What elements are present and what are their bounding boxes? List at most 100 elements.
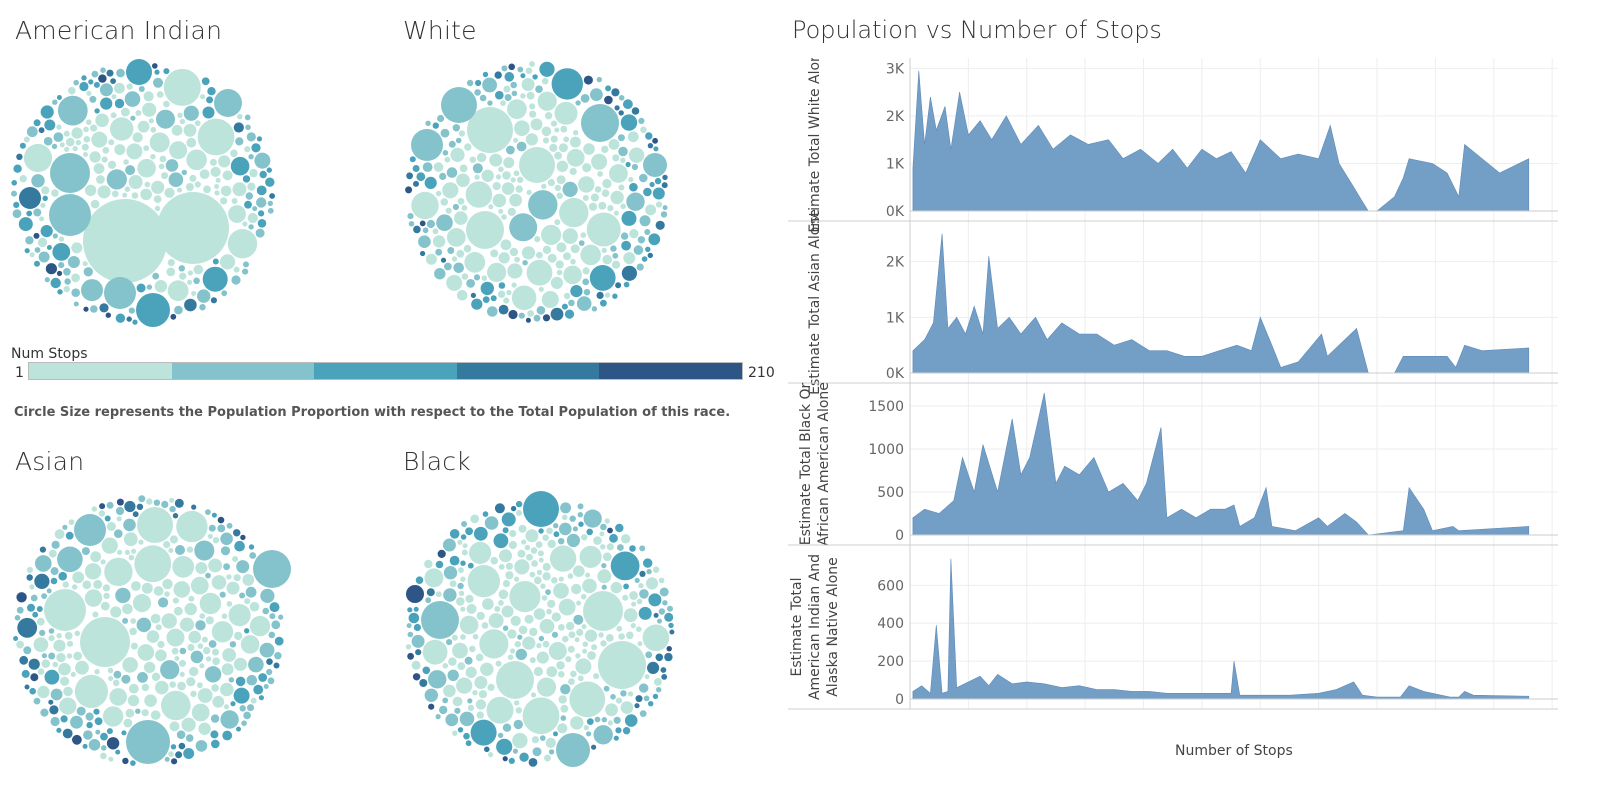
bubble[interactable]: [500, 239, 512, 251]
bubble[interactable]: [428, 670, 447, 689]
bubble[interactable]: [509, 648, 516, 654]
bubble[interactable]: [509, 581, 541, 613]
bubble[interactable]: [605, 85, 612, 92]
bubble[interactable]: [52, 99, 58, 105]
bubble[interactable]: [164, 591, 170, 597]
bubble[interactable]: [187, 279, 193, 285]
bubble[interactable]: [460, 606, 466, 612]
bubble[interactable]: [620, 203, 626, 210]
bubble[interactable]: [220, 546, 231, 556]
bubble[interactable]: [646, 568, 652, 575]
bubble[interactable]: [249, 552, 257, 559]
bubble[interactable]: [102, 706, 124, 727]
bubble[interactable]: [517, 549, 526, 558]
bubble[interactable]: [179, 659, 186, 667]
bubble[interactable]: [189, 174, 197, 182]
bubble[interactable]: [183, 748, 195, 759]
bubble[interactable]: [609, 164, 628, 183]
bubble[interactable]: [266, 658, 273, 665]
bubble[interactable]: [586, 212, 621, 247]
bubble[interactable]: [203, 646, 211, 655]
bubble[interactable]: [58, 262, 65, 269]
bubble[interactable]: [489, 153, 503, 167]
bubble[interactable]: [232, 556, 239, 562]
bubble[interactable]: [659, 587, 669, 597]
bubble[interactable]: [449, 555, 460, 566]
bubble[interactable]: [104, 515, 111, 522]
bubble[interactable]: [638, 583, 644, 589]
bubble[interactable]: [452, 696, 463, 707]
bubble[interactable]: [458, 567, 464, 574]
bubble[interactable]: [168, 751, 174, 757]
bubble[interactable]: [37, 237, 48, 248]
bubble[interactable]: [100, 601, 110, 611]
bubble[interactable]: [568, 299, 575, 307]
bubble[interactable]: [181, 169, 187, 176]
bubble[interactable]: [514, 559, 530, 575]
bubble[interactable]: [100, 559, 106, 565]
bubble[interactable]: [405, 186, 413, 194]
bubble[interactable]: [643, 558, 653, 568]
bubble[interactable]: [34, 247, 41, 253]
bubble[interactable]: [582, 195, 589, 201]
bubble[interactable]: [81, 75, 87, 81]
bubble[interactable]: [163, 68, 170, 75]
bubble[interactable]: [142, 102, 157, 117]
bubble[interactable]: [51, 143, 58, 150]
bubble[interactable]: [522, 697, 560, 735]
bubble[interactable]: [475, 79, 482, 87]
bubble[interactable]: [658, 608, 666, 615]
bubble[interactable]: [653, 612, 659, 618]
bubble[interactable]: [217, 524, 226, 533]
bubble[interactable]: [540, 735, 546, 741]
bubble[interactable]: [39, 546, 47, 553]
bubble[interactable]: [580, 94, 590, 103]
bubble[interactable]: [24, 684, 30, 690]
bubble[interactable]: [174, 305, 183, 315]
bubble[interactable]: [638, 606, 652, 620]
bubble[interactable]: [131, 548, 137, 554]
bubble[interactable]: [176, 730, 186, 739]
bubble[interactable]: [205, 656, 212, 662]
bubble[interactable]: [263, 684, 269, 689]
bubble[interactable]: [514, 256, 520, 263]
bubble[interactable]: [542, 572, 551, 581]
bubble[interactable]: [408, 612, 420, 624]
bubble[interactable]: [433, 162, 444, 172]
bubble[interactable]: [105, 312, 112, 318]
bubble[interactable]: [265, 177, 275, 187]
bubble[interactable]: [161, 690, 191, 721]
bubble[interactable]: [115, 313, 126, 323]
bubble[interactable]: [66, 653, 73, 659]
bubble[interactable]: [544, 112, 553, 120]
bubble[interactable]: [63, 268, 71, 276]
bubble[interactable]: [604, 95, 613, 105]
bubble[interactable]: [248, 154, 254, 160]
bubble[interactable]: [594, 186, 602, 193]
bubble[interactable]: [465, 666, 477, 678]
bubble[interactable]: [51, 540, 60, 549]
bubble[interactable]: [435, 714, 441, 720]
bubble[interactable]: [563, 136, 570, 143]
bubble[interactable]: [244, 114, 251, 121]
bubble[interactable]: [95, 113, 109, 128]
bubble[interactable]: [188, 630, 201, 644]
bubble[interactable]: [129, 627, 137, 636]
bubble[interactable]: [70, 715, 83, 729]
bubble[interactable]: [613, 735, 619, 741]
bubble[interactable]: [148, 118, 154, 124]
bubble[interactable]: [554, 101, 578, 125]
bubble[interactable]: [186, 546, 194, 553]
bubble[interactable]: [245, 586, 257, 598]
bubble[interactable]: [660, 211, 668, 218]
bubble[interactable]: [50, 277, 61, 289]
bubble[interactable]: [473, 274, 481, 281]
bubble[interactable]: [558, 695, 567, 704]
bubble[interactable]: [556, 733, 590, 767]
bubble[interactable]: [171, 647, 179, 655]
bubble[interactable]: [99, 83, 113, 97]
bubble[interactable]: [126, 59, 152, 85]
bubble[interactable]: [639, 710, 647, 717]
bubble[interactable]: [457, 662, 466, 670]
bubble[interactable]: [494, 606, 501, 612]
